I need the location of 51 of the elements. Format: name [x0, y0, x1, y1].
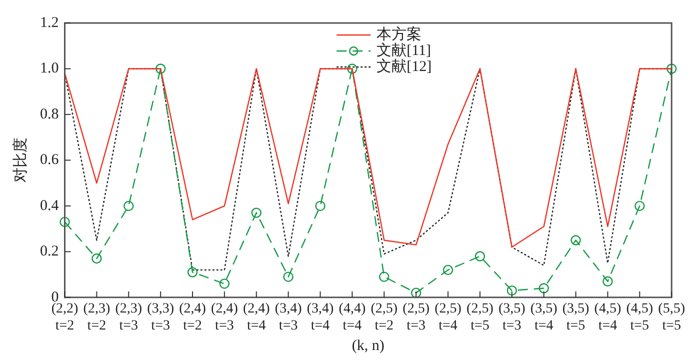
x-axis-title: (k, n): [352, 338, 384, 354]
x-tick-label: (3,3) t=3: [147, 301, 174, 334]
x-tick-label: (2,5) t=2: [370, 301, 398, 334]
point: [666, 64, 677, 74]
legend-label: 文献[12]: [376, 58, 432, 75]
x-tick-label: (2,4) t=4: [242, 301, 270, 334]
x-tick-label: (4,4) t=4: [338, 301, 366, 334]
point: [219, 278, 230, 289]
x-tick-label: (3,4) t=4: [306, 301, 334, 334]
point: [315, 200, 326, 212]
x-tick-label: (3,5) t=4: [530, 301, 558, 334]
y-tick-label: 0.4: [40, 198, 60, 214]
x-tick-label: (3,5) t=3: [498, 301, 526, 334]
point: [634, 200, 645, 212]
x-tick-label: (2,2) t=2: [51, 301, 78, 334]
legend-label: 本方案: [376, 26, 422, 43]
point: [251, 208, 262, 218]
point: [92, 253, 102, 264]
point: [602, 276, 613, 286]
x-tick-label: (2,5) t=5: [466, 301, 494, 334]
x-tick-label: (3,4) t=3: [274, 301, 302, 334]
x-tick-label: (2,3) t=3: [115, 301, 142, 334]
point: [474, 251, 486, 262]
x-tick-label: (5,5) t=5: [658, 301, 686, 334]
point: [410, 288, 422, 298]
point: [506, 285, 517, 296]
x-tick-label: (2,5) t=3: [402, 301, 430, 334]
y-axis-title: 对比度: [12, 138, 29, 183]
point: [155, 64, 166, 74]
y-tick-label: 0.2: [40, 244, 59, 260]
point: [379, 272, 390, 282]
y-tick-label: 1.2: [40, 14, 59, 31]
x-tick-label: (2,4) t=2: [179, 301, 206, 334]
x-tick-label: (4,5) t=5: [626, 301, 654, 334]
point: [570, 235, 581, 246]
y-tick-label: 0.6: [40, 152, 60, 168]
point: [124, 200, 134, 212]
point: [442, 264, 454, 276]
x-tick-label: (3,5) t=5: [562, 301, 590, 334]
x-tick-label: (2,3) t=2: [83, 301, 110, 334]
legend-label: 文献[11]: [376, 42, 432, 59]
point: [538, 283, 549, 294]
point: [283, 272, 294, 282]
y-tick-label: 1.0: [40, 60, 59, 77]
x-tick-label: (2,4) t=3: [211, 301, 238, 334]
point: [60, 216, 70, 228]
point: [187, 267, 198, 278]
x-tick-label: (4,5) t=4: [594, 301, 622, 334]
y-tick-label: 0.8: [40, 106, 59, 122]
x-tick-label: (2,5) t=4: [434, 301, 462, 334]
point: [347, 64, 358, 74]
